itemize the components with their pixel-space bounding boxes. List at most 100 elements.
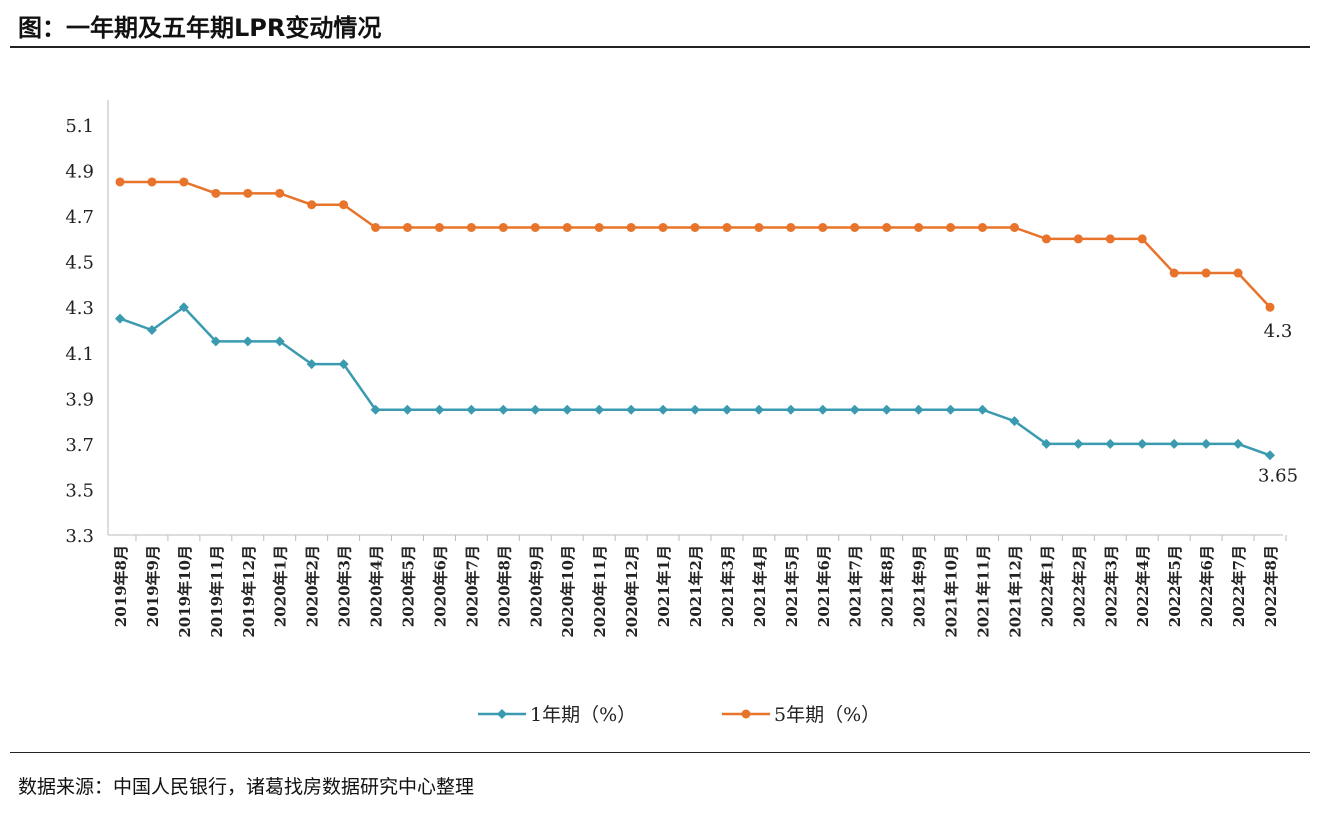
data-point: [178, 302, 189, 313]
data-point: [626, 404, 637, 415]
y-tick-label: 4.3: [65, 298, 94, 319]
top-rule: [10, 46, 1310, 48]
x-tick-label: 2020年5月: [400, 545, 418, 627]
x-tick-label: 2020年4月: [368, 545, 386, 627]
data-point: [850, 223, 860, 232]
data-point: [786, 223, 796, 232]
data-point: [1105, 234, 1115, 244]
data-point: [913, 404, 924, 415]
data-point: [466, 404, 477, 415]
data-point: [274, 336, 285, 347]
data-point: [402, 404, 413, 415]
data-point: [498, 404, 509, 415]
data-point: [1137, 234, 1147, 244]
data-point: [242, 336, 253, 347]
data-point: [1009, 416, 1020, 427]
data-point: [211, 188, 221, 198]
data-point: [1201, 438, 1212, 449]
data-point: [818, 223, 828, 232]
x-tick-label: 2022年2月: [1070, 545, 1088, 627]
data-point: [882, 223, 892, 232]
data-point: [1009, 223, 1019, 232]
data-point: [434, 223, 444, 232]
y-tick-label: 4.1: [65, 344, 94, 365]
data-point: [1201, 268, 1211, 278]
data-point: [147, 177, 157, 187]
data-point: [977, 404, 988, 415]
data-point: [1073, 234, 1083, 244]
data-point: [690, 404, 700, 415]
data-point: [626, 223, 636, 232]
x-tick-label: 2020年11月: [591, 545, 609, 638]
x-tick-label: 2020年10月: [559, 545, 577, 638]
y-tick-label: 3.7: [65, 435, 94, 456]
x-tick-label: 2022年4月: [1134, 545, 1152, 627]
x-tick-label: 2022年3月: [1102, 545, 1120, 627]
y-tick-label: 3.9: [65, 389, 94, 410]
data-point: [179, 177, 189, 187]
x-tick-label: 2020年12月: [623, 545, 641, 638]
data-point: [115, 313, 125, 324]
data-point: [1265, 302, 1275, 312]
x-tick-label: 2020年2月: [304, 545, 322, 627]
data-point: [658, 223, 668, 232]
bottom-rule: [10, 752, 1310, 753]
data-point: [1137, 438, 1148, 449]
x-tick-label: 2020年3月: [336, 545, 354, 627]
data-point: [466, 223, 476, 232]
data-point: [754, 223, 764, 232]
x-tick-label: 2019年10月: [176, 545, 194, 638]
x-tick-label: 2019年11月: [208, 545, 226, 638]
data-point: [817, 404, 828, 415]
x-tick-label: 2022年7月: [1230, 545, 1248, 627]
data-point: [658, 404, 669, 415]
legend-marker: [497, 709, 507, 719]
data-point: [562, 404, 573, 415]
data-point: [146, 325, 157, 335]
data-point: [881, 404, 892, 415]
x-tick-label: 2021年9月: [911, 545, 929, 627]
x-tick-label: 2022年8月: [1262, 545, 1280, 627]
data-point: [275, 188, 285, 198]
data-point: [1073, 438, 1084, 449]
data-point: [434, 404, 445, 415]
x-tick-label: 2021年3月: [719, 545, 737, 627]
legend-marker: [741, 709, 751, 719]
x-tick-label: 2021年2月: [687, 545, 705, 627]
y-tick-label: 5.1: [65, 116, 94, 137]
x-tick-label: 2021年5月: [783, 545, 801, 627]
y-tick-label: 4.7: [65, 207, 94, 228]
x-tick-label: 2019年8月: [112, 545, 130, 627]
data-point: [849, 404, 860, 415]
data-point: [722, 223, 732, 232]
data-point: [946, 223, 956, 232]
y-tick-label: 4.9: [65, 162, 94, 183]
data-point: [338, 359, 349, 370]
x-tick-label: 2021年10月: [943, 545, 961, 638]
y-tick-label: 3.3: [65, 526, 94, 547]
data-point: [306, 359, 317, 370]
legend-label: 5年期（%）: [774, 704, 880, 726]
data-point: [1233, 268, 1243, 278]
x-tick-label: 2020年7月: [463, 545, 481, 627]
x-tick-label: 2020年9月: [527, 545, 545, 627]
data-point: [498, 223, 508, 232]
x-tick-label: 2021年1月: [655, 545, 673, 627]
data-point: [370, 404, 381, 415]
legend-label: 1年期（%）: [530, 704, 636, 726]
x-tick-label: 2019年9月: [144, 545, 162, 627]
data-point: [1265, 450, 1275, 461]
data-point: [210, 336, 221, 347]
series-line-1: [119, 305, 1271, 457]
y-tick-label: 4.5: [65, 253, 94, 274]
x-tick-label: 2021年12月: [1006, 545, 1024, 638]
series-line-2: [120, 180, 1271, 309]
data-point: [530, 404, 541, 415]
data-point: [753, 404, 764, 415]
data-point: [339, 200, 349, 210]
end-data-label: 4.3: [1264, 321, 1293, 342]
data-point: [594, 404, 605, 415]
data-point: [1233, 438, 1244, 449]
x-tick-label: 2020年6月: [431, 545, 449, 627]
data-point: [1041, 234, 1051, 244]
